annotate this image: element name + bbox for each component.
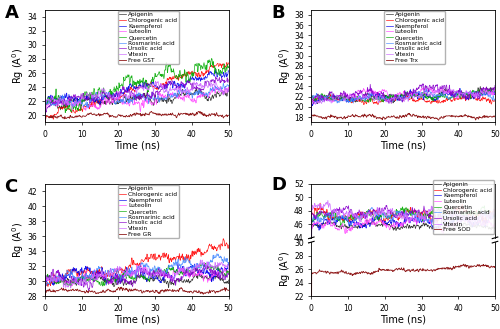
Y-axis label: Rg (A$^0$): Rg (A$^0$) [10,222,26,258]
Legend: Apigenin, Chlorogenic acid, Kaempferol, Luteolin, Quercetin, Rosmarinic acid, Ur: Apigenin, Chlorogenic acid, Kaempferol, … [432,180,494,234]
X-axis label: Time (ns): Time (ns) [380,314,426,324]
X-axis label: Time (ns): Time (ns) [114,314,160,324]
Legend: Apigenin, Chlorogenic acid, Kaempferol, Luteolin, Quercetin, Rosmarinic acid, Ur: Apigenin, Chlorogenic acid, Kaempferol, … [118,11,179,64]
Legend: Apigenin, Chlorogenic acid, Kaempferol, Luteolin, Quercetin, Rosmarinic acid, Ur: Apigenin, Chlorogenic acid, Kaempferol, … [384,11,446,64]
Text: B: B [271,4,284,22]
Text: D: D [271,176,286,194]
Text: C: C [4,178,18,196]
Y-axis label: Rg (A$^0$): Rg (A$^0$) [276,251,292,287]
Y-axis label: Rg (A$^0$): Rg (A$^0$) [10,48,26,84]
Text: A: A [4,4,18,22]
X-axis label: Time (ns): Time (ns) [114,140,160,150]
X-axis label: Time (ns): Time (ns) [380,140,426,150]
Y-axis label: Rg (A$^0$): Rg (A$^0$) [276,48,292,84]
Legend: Apigenin, Chlorogenic acid, Kaempferol, Luteolin, Quercetin, Rosmarinic acid, Ur: Apigenin, Chlorogenic acid, Kaempferol, … [118,185,179,239]
